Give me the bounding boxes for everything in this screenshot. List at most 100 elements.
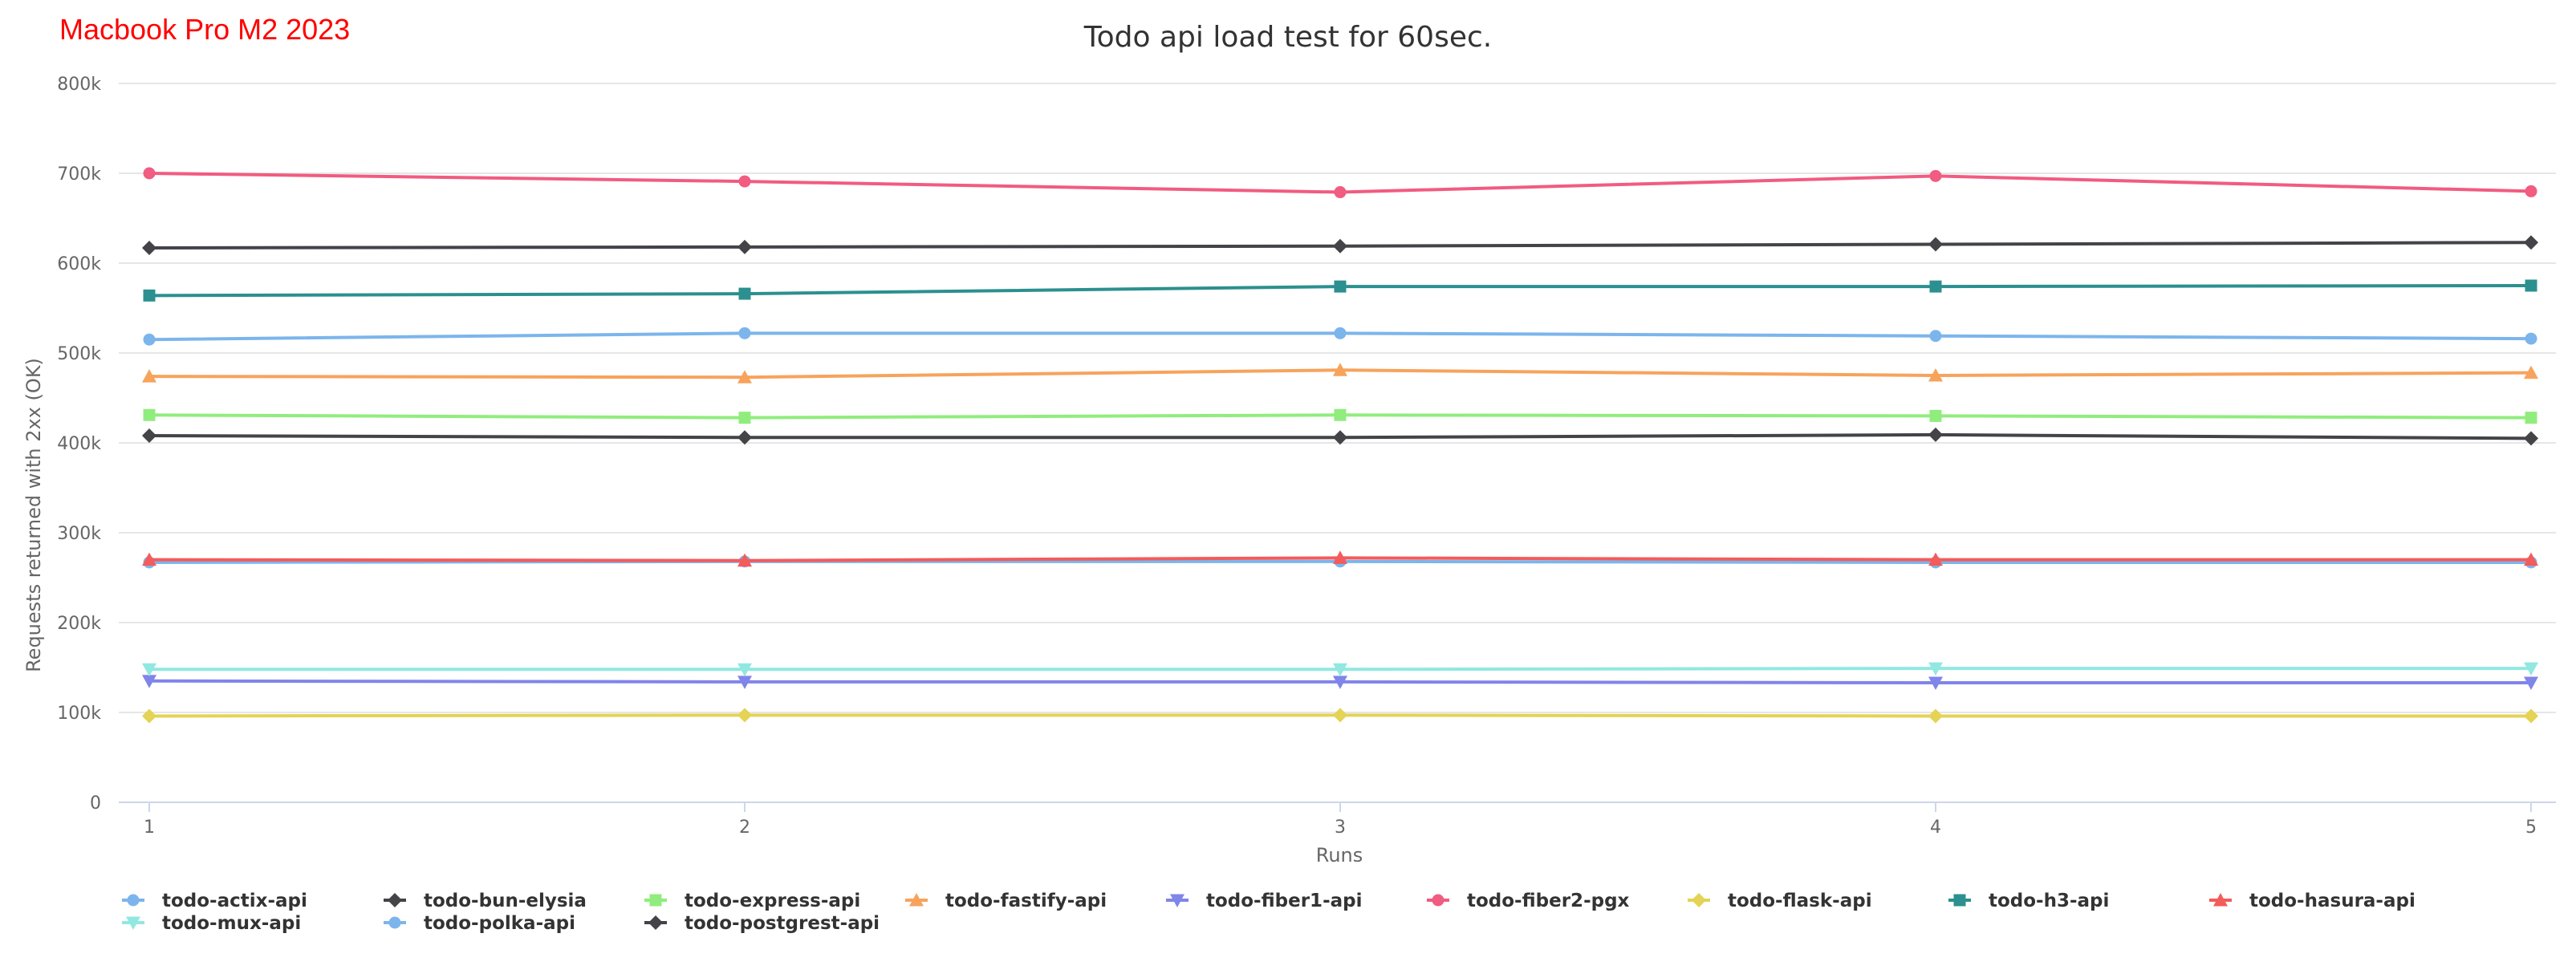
legend-symbol (127, 894, 140, 907)
y-tick-label: 200k (57, 614, 101, 634)
legend-item[interactable]: todo-flask-api (1688, 891, 1872, 911)
legend-label: todo-hasura-api (2249, 891, 2416, 911)
legend-label: todo-h3-api (1989, 891, 2109, 911)
legend-item[interactable]: todo-express-api (644, 891, 860, 911)
data-point (737, 676, 752, 689)
legend-item[interactable]: todo-fiber2-pgx (1427, 891, 1630, 911)
data-point (1333, 550, 1347, 564)
y-tick-label: 800k (57, 75, 101, 95)
data-point (142, 675, 156, 688)
legend-item[interactable]: todo-h3-api (1948, 891, 2109, 911)
x-tick-label: 3 (1335, 818, 1346, 838)
legend-item[interactable]: todo-fastify-api (905, 891, 1107, 911)
y-tick-label: 300k (57, 524, 101, 544)
data-point (1928, 427, 1943, 442)
axes: 0 100k 200k 300k 400k 500k 600k 700k 800k 1 2 3 4 5 (57, 75, 2556, 838)
data-point (1334, 280, 1347, 293)
data-point (737, 553, 752, 567)
data-point (2524, 708, 2538, 724)
data-point (738, 287, 751, 300)
series-todo-polka-api (143, 327, 2537, 346)
data-point (143, 289, 156, 302)
data-point (1928, 676, 1943, 691)
y-tick-label: 0 (90, 793, 101, 814)
x-axis-title: Runs (1316, 844, 1363, 866)
data-point (737, 663, 752, 677)
x-tick-label: 5 (2525, 818, 2537, 838)
series-todo-mux-api (142, 662, 2538, 677)
data-point (143, 408, 156, 421)
legend-symbol (648, 915, 663, 930)
legend-label: todo-flask-api (1728, 891, 1872, 911)
data-point (1928, 368, 1943, 382)
legend-label: todo-polka-api (424, 913, 575, 934)
legend-symbol (649, 894, 662, 907)
legend-item[interactable]: todo-postgrest-api (644, 913, 880, 934)
data-point (1333, 663, 1347, 677)
data-point (737, 708, 752, 723)
series-layer (142, 167, 2538, 724)
data-point (1929, 280, 1942, 293)
data-point (1929, 169, 1942, 182)
x-tick-label: 4 (1930, 818, 1941, 838)
data-point (2525, 185, 2537, 197)
data-point (1334, 408, 1347, 421)
series-todo-fiber1-api (142, 675, 2538, 691)
data-point (143, 333, 156, 346)
data-point (142, 369, 156, 383)
data-point (142, 708, 156, 724)
legend-item[interactable]: todo-actix-api (122, 891, 307, 911)
corner-label: Macbook Pro M2 2023 (59, 13, 351, 46)
legend-label: todo-express-api (685, 891, 860, 911)
legend-label: todo-bun-elysia (424, 891, 587, 911)
series-todo-hasura-api (142, 550, 2538, 567)
data-point (2525, 332, 2537, 345)
x-tick-label: 1 (144, 818, 155, 838)
legend-symbol (1170, 894, 1184, 907)
legend-item[interactable]: todo-polka-api (384, 913, 575, 934)
data-point (2524, 552, 2538, 566)
data-point (737, 370, 752, 383)
legend-symbol (909, 893, 924, 907)
y-tick-label: 700k (57, 164, 101, 185)
legend-label: todo-fastify-api (945, 891, 1107, 911)
data-point (1928, 708, 1943, 724)
legend-label: todo-fiber2-pgx (1467, 891, 1630, 911)
data-point (1928, 662, 1943, 676)
series-todo-postgrest-api (142, 235, 2538, 255)
legend-label: todo-postgrest-api (685, 913, 880, 934)
y-tick-label: 600k (57, 254, 101, 274)
x-tick-label: 2 (739, 818, 750, 838)
data-point (1333, 708, 1347, 723)
grid-lines (119, 83, 2556, 713)
data-point (738, 412, 751, 424)
data-point (142, 240, 156, 255)
legend-symbol (126, 916, 140, 930)
data-point (142, 552, 156, 566)
legend-item[interactable]: todo-hasura-api (2209, 891, 2416, 911)
series-todo-express-api (143, 408, 2537, 424)
legend-item[interactable]: todo-mux-api (122, 913, 301, 934)
data-point (737, 239, 752, 254)
legend-symbol (1432, 894, 1444, 907)
legend-item[interactable]: todo-bun-elysia (384, 891, 587, 911)
data-point (2524, 365, 2538, 379)
data-point (1928, 237, 1943, 252)
series-todo-bun-elysia (142, 427, 2538, 446)
legend-label: todo-actix-api (162, 891, 307, 911)
data-point (1928, 552, 1943, 566)
series-todo-fiber2-pgx (143, 167, 2537, 199)
legend-item[interactable]: todo-fiber1-api (1166, 891, 1362, 911)
y-tick-label: 100k (57, 704, 101, 724)
data-point (1333, 238, 1347, 254)
data-point (2525, 412, 2537, 424)
y-tick-label: 500k (57, 344, 101, 364)
series-todo-flask-api (142, 708, 2538, 724)
data-point (1334, 327, 1347, 339)
data-point (143, 167, 156, 180)
series-todo-fastify-api (142, 363, 2538, 383)
legend-symbol (388, 916, 401, 929)
data-point (2524, 431, 2538, 446)
